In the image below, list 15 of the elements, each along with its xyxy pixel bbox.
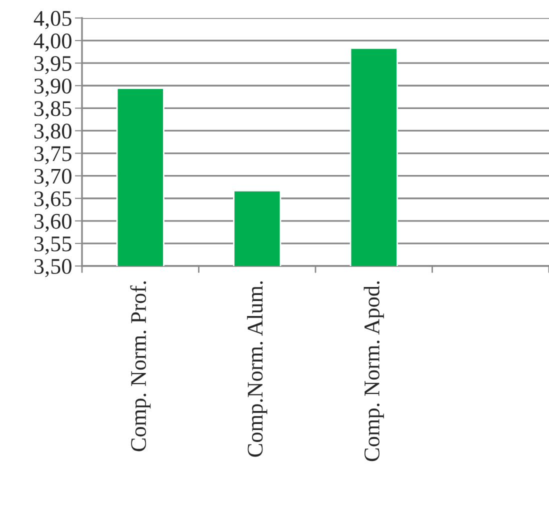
y-tick-label: 3,75 (34, 146, 72, 164)
y-tick-label: 3,65 (34, 191, 72, 210)
x-tick-label: Comp. Norm. Prof. (130, 281, 151, 452)
y-tick-label: 3,95 (34, 56, 72, 74)
y-tick-label: 3,70 (34, 168, 72, 187)
y-tick-label: 4,00 (34, 33, 72, 52)
x-tick-label: Comp. Norm. Apod. (364, 281, 384, 462)
y-tick-label: 3,60 (34, 214, 72, 232)
y-tick-label: 3,50 (34, 258, 72, 278)
x-tick-label: Comp.Norm. Alum. (247, 281, 268, 457)
y-tick-label: 3,90 (34, 78, 72, 97)
y-tick-label: 3,85 (34, 101, 72, 120)
y-tick-label: 4,05 (34, 10, 72, 30)
y-tick-label: 3,55 (34, 236, 72, 255)
y-tick-label: 3,80 (34, 124, 72, 142)
